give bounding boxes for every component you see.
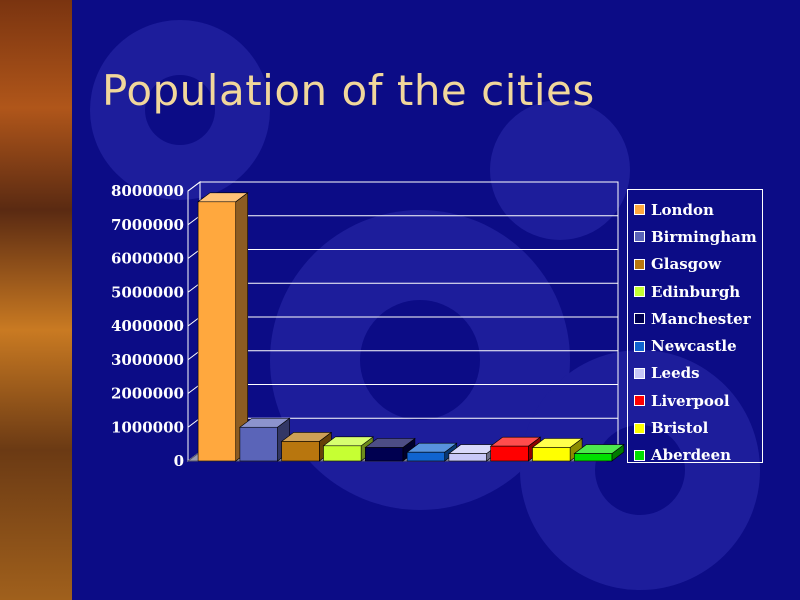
bar: [406, 451, 446, 462]
legend-swatch: [634, 367, 645, 379]
bar: [573, 453, 613, 462]
bar: [490, 445, 529, 462]
legend-label: Aberdeen: [651, 446, 732, 465]
legend-swatch: [634, 395, 645, 407]
legend-swatch: [634, 286, 645, 298]
chart-legend: London Birmingham Glasgow Edinburgh Manc…: [627, 189, 763, 464]
legend-label: Birmingham: [651, 227, 757, 246]
bar: [239, 426, 278, 462]
bar: [364, 447, 404, 462]
legend-swatch: [634, 422, 645, 434]
y-tick-label: 6000000: [111, 250, 184, 268]
legend-swatch: [634, 340, 645, 352]
legend-swatch: [634, 449, 645, 461]
legend-item: Edinburgh: [634, 278, 762, 305]
legend-swatch: [634, 258, 645, 270]
legend-label: Bristol: [651, 419, 709, 438]
legend-label: Newcastle: [651, 337, 737, 356]
legend-item: Leeds: [634, 360, 762, 387]
y-tick-label: 0: [174, 452, 184, 470]
legend-item: Liverpool: [634, 387, 762, 414]
bar-side: [235, 192, 249, 462]
bar: [532, 447, 571, 462]
legend-swatch: [634, 204, 645, 216]
legend-item: Birmingham: [634, 223, 762, 250]
legend-label: Liverpool: [651, 391, 730, 410]
y-tick-label: 8000000: [111, 182, 184, 200]
y-tick-label: 3000000: [111, 351, 184, 369]
bar: [197, 201, 237, 462]
y-tick-label: 4000000: [111, 317, 184, 335]
y-tick-label: 5000000: [111, 283, 184, 301]
bar: [281, 441, 320, 462]
bar: [323, 445, 362, 462]
legend-item: Glasgow: [634, 251, 762, 278]
legend-label: Leeds: [651, 364, 700, 383]
y-tick-label: 1000000: [111, 418, 184, 436]
decorative-sidebar: [0, 0, 72, 600]
y-tick-label: 2000000: [111, 385, 184, 403]
legend-label: Manchester: [651, 309, 751, 328]
legend-label: Edinburgh: [651, 282, 741, 301]
legend-item: Manchester: [634, 305, 762, 332]
legend-item: London: [634, 196, 762, 223]
legend-item: Bristol: [634, 414, 762, 441]
legend-swatch: [634, 231, 645, 243]
legend-swatch: [634, 313, 645, 325]
legend-label: Glasgow: [651, 255, 722, 274]
legend-item: Newcastle: [634, 332, 762, 359]
y-tick-label: 7000000: [111, 216, 184, 234]
bar: [448, 453, 487, 462]
legend-label: London: [651, 200, 714, 219]
slide-title: Population of the cities: [102, 66, 595, 115]
legend-item: Aberdeen: [634, 442, 762, 469]
